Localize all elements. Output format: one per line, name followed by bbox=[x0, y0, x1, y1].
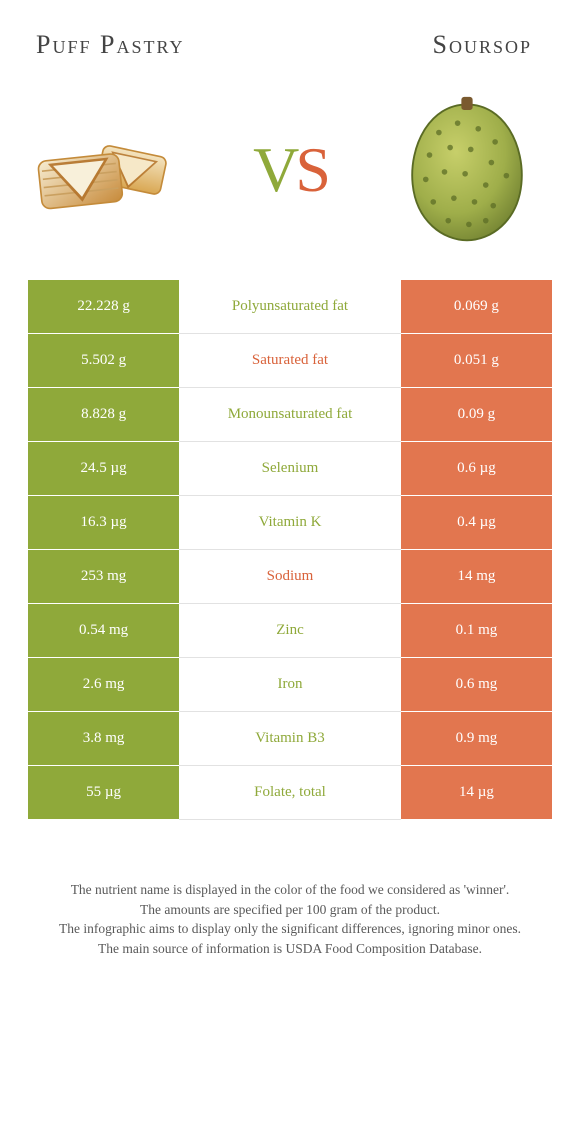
footer-line-3: The infographic aims to display only the… bbox=[42, 919, 538, 939]
puff-pastry-icon bbox=[28, 100, 198, 240]
nutrient-label: Saturated fat bbox=[179, 334, 401, 388]
table-row: 55 µgFolate, total14 µg bbox=[28, 766, 552, 820]
footer-line-4: The main source of information is USDA F… bbox=[42, 939, 538, 959]
soursop-icon bbox=[382, 100, 552, 240]
table-row: 5.502 gSaturated fat0.051 g bbox=[28, 334, 552, 388]
right-value: 14 mg bbox=[401, 550, 552, 604]
nutrient-label: Iron bbox=[179, 658, 401, 712]
right-value: 0.069 g bbox=[401, 280, 552, 334]
vs-s: S bbox=[295, 134, 327, 205]
hero-row: VS bbox=[28, 90, 552, 280]
footer-line-2: The amounts are specified per 100 gram o… bbox=[42, 900, 538, 920]
left-value: 3.8 mg bbox=[28, 712, 179, 766]
table-row: 253 mgSodium14 mg bbox=[28, 550, 552, 604]
left-value: 253 mg bbox=[28, 550, 179, 604]
nutrition-table: 22.228 gPolyunsaturated fat0.069 g5.502 … bbox=[28, 280, 552, 820]
nutrient-label: Vitamin B3 bbox=[179, 712, 401, 766]
title-left: Puff Pastry bbox=[28, 30, 184, 60]
left-value: 0.54 mg bbox=[28, 604, 179, 658]
left-value: 5.502 g bbox=[28, 334, 179, 388]
title-right: Soursop bbox=[433, 30, 552, 60]
nutrient-label: Zinc bbox=[179, 604, 401, 658]
left-value: 8.828 g bbox=[28, 388, 179, 442]
right-value: 14 µg bbox=[401, 766, 552, 820]
right-value: 0.1 mg bbox=[401, 604, 552, 658]
vs-label: VS bbox=[253, 133, 327, 207]
vs-v: V bbox=[253, 134, 295, 205]
nutrient-label: Polyunsaturated fat bbox=[179, 280, 401, 334]
right-value: 0.6 mg bbox=[401, 658, 552, 712]
infographic-page: Puff Pastry Soursop bbox=[0, 0, 580, 978]
left-value: 24.5 µg bbox=[28, 442, 179, 496]
nutrient-label: Folate, total bbox=[179, 766, 401, 820]
nutrient-label: Selenium bbox=[179, 442, 401, 496]
left-value: 55 µg bbox=[28, 766, 179, 820]
table-row: 0.54 mgZinc0.1 mg bbox=[28, 604, 552, 658]
table-row: 22.228 gPolyunsaturated fat0.069 g bbox=[28, 280, 552, 334]
footer-notes: The nutrient name is displayed in the co… bbox=[28, 820, 552, 958]
footer-line-1: The nutrient name is displayed in the co… bbox=[42, 880, 538, 900]
nutrient-label: Vitamin K bbox=[179, 496, 401, 550]
left-value: 22.228 g bbox=[28, 280, 179, 334]
right-value: 0.051 g bbox=[401, 334, 552, 388]
left-value: 16.3 µg bbox=[28, 496, 179, 550]
nutrient-label: Sodium bbox=[179, 550, 401, 604]
right-value: 0.09 g bbox=[401, 388, 552, 442]
table-row: 3.8 mgVitamin B30.9 mg bbox=[28, 712, 552, 766]
table-row: 24.5 µgSelenium0.6 µg bbox=[28, 442, 552, 496]
table-row: 2.6 mgIron0.6 mg bbox=[28, 658, 552, 712]
nutrient-label: Monounsaturated fat bbox=[179, 388, 401, 442]
right-value: 0.9 mg bbox=[401, 712, 552, 766]
right-value: 0.6 µg bbox=[401, 442, 552, 496]
table-row: 8.828 gMonounsaturated fat0.09 g bbox=[28, 388, 552, 442]
titles-row: Puff Pastry Soursop bbox=[28, 20, 552, 90]
right-value: 0.4 µg bbox=[401, 496, 552, 550]
left-value: 2.6 mg bbox=[28, 658, 179, 712]
table-row: 16.3 µgVitamin K0.4 µg bbox=[28, 496, 552, 550]
